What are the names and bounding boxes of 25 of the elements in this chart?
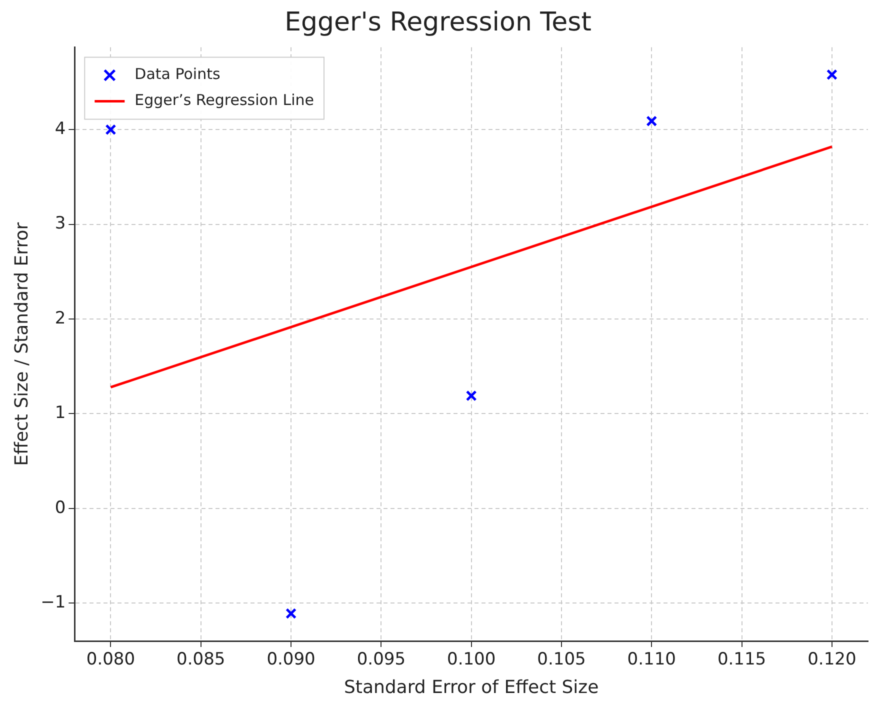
point (826, 69, 838, 80)
point (466, 390, 477, 402)
x-tick-label: 0.090 (266, 650, 316, 670)
point (286, 608, 297, 620)
legend-label: Egger’s Regression Line (134, 91, 314, 110)
x-tick-label: 0.120 (808, 650, 856, 670)
point (646, 116, 658, 127)
point (105, 124, 116, 136)
x-tick-label: 0.115 (717, 650, 766, 670)
x-tick-label: 0.085 (176, 650, 226, 670)
x-tick-label: 0.110 (627, 650, 676, 670)
x-tick-label: 0.080 (86, 650, 136, 670)
y-tick-label: −1 (40, 592, 66, 613)
chart-title: Egger's Regression Test (284, 7, 592, 38)
y-tick-label: 2 (54, 308, 66, 328)
y-axis-title: Effect Size / Standard Error (11, 222, 32, 466)
x-tick-label: 0.105 (537, 650, 586, 670)
y-tick-label: 0 (54, 498, 66, 518)
x-tick-label: 0.095 (356, 650, 406, 670)
y-tick-label: 3 (54, 214, 66, 234)
x-tick-label: 0.100 (446, 650, 496, 670)
x-axis-title: Standard Error of Effect Size (344, 676, 599, 698)
y-tick-label: 4 (54, 119, 66, 140)
y-tick-label: 1 (54, 403, 66, 424)
legend-label: Data Points (134, 65, 220, 84)
